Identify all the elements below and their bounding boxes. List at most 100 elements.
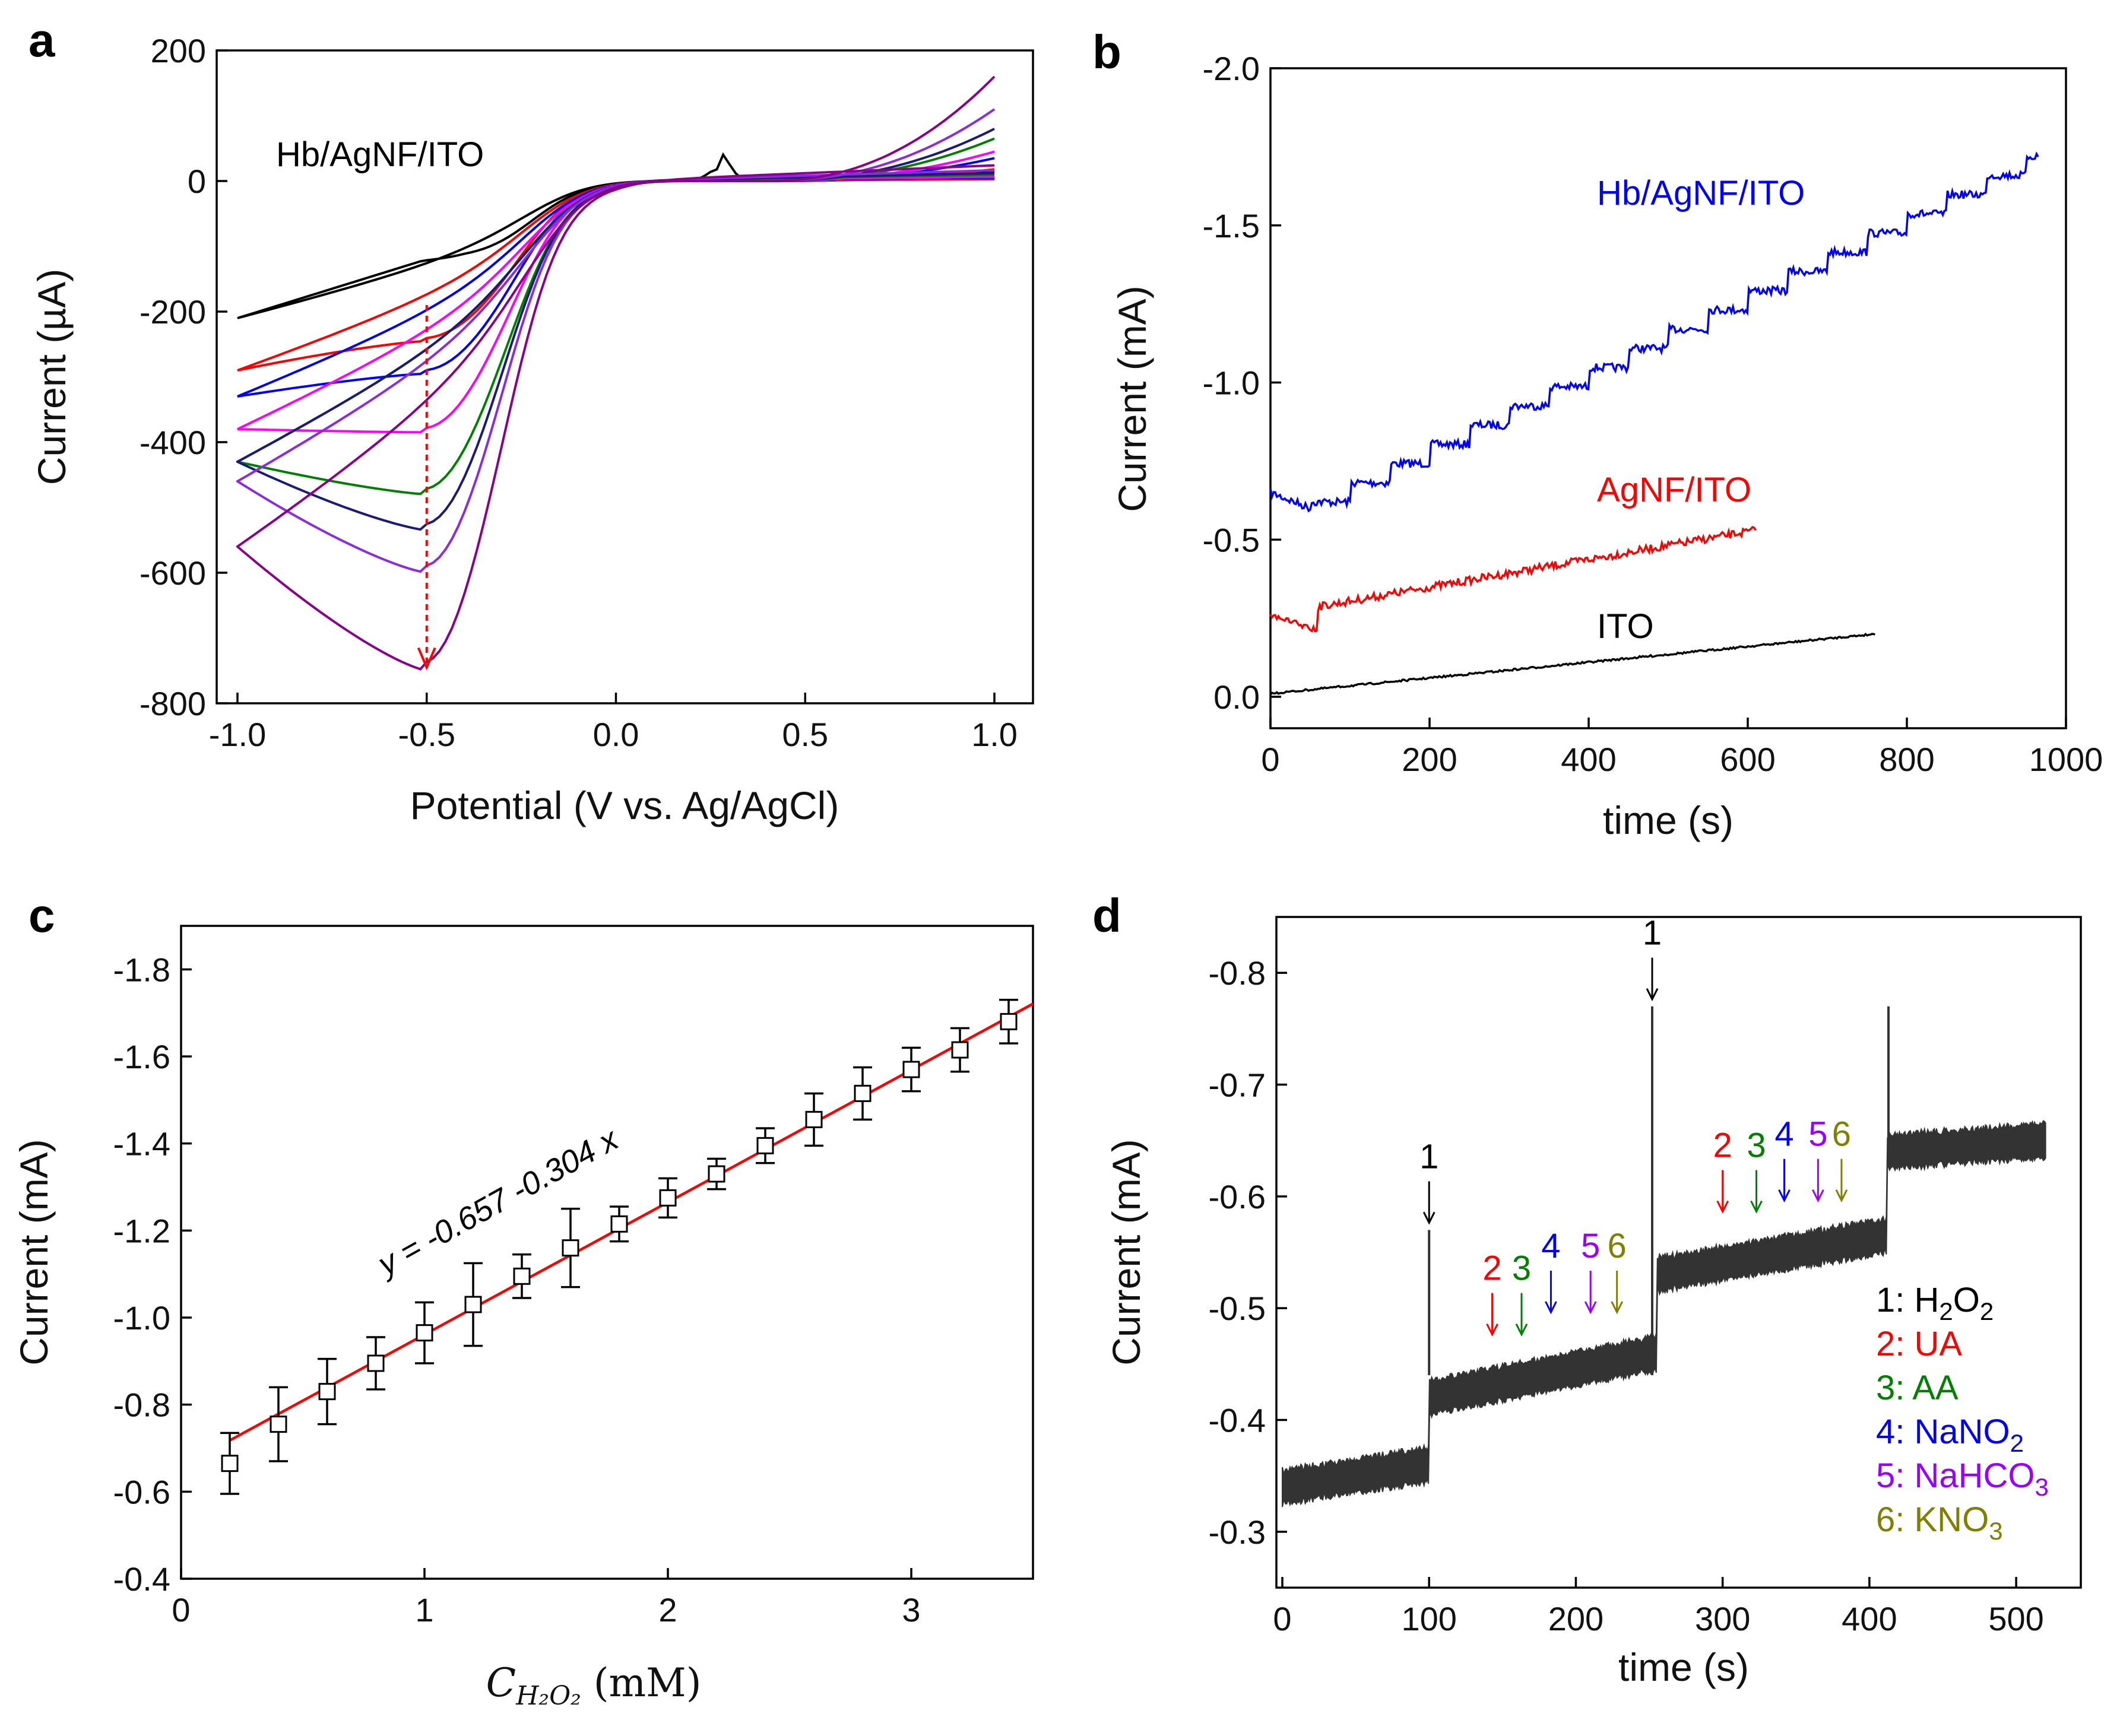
panel-a-ytick-label: -800 <box>140 685 206 722</box>
data-point <box>756 1137 774 1154</box>
amperometric-curve-0 <box>1269 151 2039 513</box>
legend-text: O <box>1953 1281 1980 1319</box>
cv-curve-0 <box>237 168 995 372</box>
panel-b-xtick-label: 200 <box>1402 741 1457 778</box>
amperometric-curve-2 <box>1269 632 1875 696</box>
panel-a-xtick-label: 0.5 <box>782 716 828 753</box>
injection-arrowhead <box>1716 1200 1729 1214</box>
panel-c-ytick-label: -0.4 <box>113 1560 171 1598</box>
data-point <box>270 1416 287 1433</box>
panel-a-ytick-label: 200 <box>151 32 206 69</box>
panel-a-ytick-label: -200 <box>140 293 206 331</box>
legend-entry: 2: UA <box>1876 1325 1962 1363</box>
panel-c-ytick-label: -0.6 <box>113 1473 171 1510</box>
injection-label: 4 <box>1541 1227 1560 1265</box>
panel-c-ytick-label: -1.8 <box>113 951 171 988</box>
injection-label: 6 <box>1832 1115 1851 1154</box>
trend-arrow-head <box>417 647 436 671</box>
legend-number: 3: <box>1876 1369 1912 1407</box>
panel-c-xtick-label: 2 <box>658 1591 677 1629</box>
data-point <box>854 1084 872 1102</box>
panel-d-ytick-label: -0.6 <box>1209 1178 1266 1215</box>
data-point <box>902 1061 920 1078</box>
panel-a-ylabel: Current (µA) <box>30 269 74 485</box>
panel-a-xtick-label: -1.0 <box>209 716 267 753</box>
injection-arrowhead <box>1835 1189 1848 1203</box>
panel-c-xlabel: CH₂O₂ (mM) <box>486 1660 702 1711</box>
legend-entry: 5: NaHCO3 <box>1876 1456 2049 1501</box>
legend-sub: 2 <box>2010 1429 2024 1457</box>
panel-a-annotation: Hb/AgNF/ITO <box>276 135 484 174</box>
legend-text: H <box>1915 1281 1940 1319</box>
panel-d-xtick-label: 500 <box>1988 1600 2043 1637</box>
injection-arrowhead <box>1812 1189 1824 1203</box>
panel-a-frame <box>216 49 1034 704</box>
data-point <box>464 1296 482 1313</box>
injection-label: 2 <box>1713 1126 1732 1165</box>
panel-a-ytick-label: 0 <box>188 163 206 200</box>
data-point <box>610 1215 628 1233</box>
panel-c-xtick-label: 1 <box>415 1591 433 1629</box>
data-point <box>367 1354 385 1372</box>
panel-d-xtick-label: 200 <box>1548 1600 1604 1637</box>
injection-arrowhead <box>1584 1301 1597 1315</box>
legend-text: NaHCO <box>1915 1456 2035 1495</box>
panel-a-xtick-label: -0.5 <box>398 716 456 753</box>
panel-a-xlabel: Potential (V vs. Ag/AgCl) <box>410 783 839 827</box>
panel-label-a: a <box>28 14 55 66</box>
panel-c-xlabel-var: C <box>486 1660 516 1706</box>
panel-b-xlabel: time (s) <box>1603 798 1734 842</box>
injection-label: 2 <box>1482 1249 1501 1288</box>
panel-c-ytick-label: -1.0 <box>113 1299 171 1337</box>
legend-text: NaNO <box>1915 1413 2010 1451</box>
injection-label: 1 <box>1419 1137 1438 1176</box>
injection-arrowhead <box>1750 1200 1763 1214</box>
panel-d-ytick-label: -0.8 <box>1209 954 1266 992</box>
injection-label: 1 <box>1643 914 1662 953</box>
legend-number: 2: <box>1876 1325 1915 1363</box>
data-point <box>513 1267 531 1285</box>
injection-label: 3 <box>1747 1126 1766 1165</box>
cv-curve-3 <box>236 137 995 496</box>
panel-d-xlabel: time (s) <box>1618 1645 1749 1689</box>
legend-text: AA <box>1912 1369 1959 1407</box>
linear-fit-line <box>229 1002 1034 1442</box>
legend-entry: 4: NaNO2 <box>1876 1413 2024 1457</box>
panel-c-xtick-label: 3 <box>902 1591 920 1629</box>
panel-b-ytick-label: -2.0 <box>1203 50 1260 87</box>
panel-label-b: b <box>1092 26 1121 78</box>
panel-d-ylabel: Current (mA) <box>1104 1139 1148 1365</box>
legend-sub: 3 <box>1989 1517 2002 1545</box>
legend-entry: 1: H2O2 <box>1876 1281 1994 1325</box>
data-point <box>416 1324 433 1342</box>
panel-label-d: d <box>1092 889 1121 942</box>
legend-sub: 3 <box>2035 1473 2049 1501</box>
panel-b-chart: 0 200 400 600 800 1000 -2.0 -1.5 -1.0 -0.5 0.0 tim… <box>1110 50 2103 842</box>
panel-d-xtick-label: 400 <box>1842 1600 1897 1637</box>
panel-b-xtick-label: 400 <box>1561 741 1616 778</box>
panel-b-label-hb: Hb/AgNF/ITO <box>1597 174 1805 212</box>
panel-b-ylabel: Current (mA) <box>1110 285 1154 512</box>
data-point <box>221 1455 239 1472</box>
legend-number: 4: <box>1876 1413 1915 1451</box>
data-point <box>805 1110 823 1128</box>
data-point <box>1000 1013 1018 1030</box>
data-point <box>659 1189 677 1207</box>
panel-label-c: c <box>28 889 55 942</box>
legend-entry: 3: AA <box>1876 1369 1959 1407</box>
injection-label: 4 <box>1774 1115 1793 1154</box>
panel-b-label-agnf: AgNF/ITO <box>1597 471 1751 509</box>
injection-arrowhead <box>1486 1323 1498 1337</box>
panel-c-chart: 0 1 2 3 -1.8 -1.6 -1.4 -1.2 -1.0 -0.8 -0.6 -0.4 y =… <box>12 925 1034 1711</box>
panel-b-frame <box>1269 67 2067 729</box>
legend-entry: 6: KNO3 <box>1876 1500 2003 1545</box>
panel-b-ytick-label: -1.0 <box>1203 364 1260 402</box>
panel-d-ytick-label: -0.4 <box>1209 1402 1266 1439</box>
panel-b-xtick-label: 600 <box>1720 741 1775 778</box>
injection-arrowhead <box>1515 1323 1528 1337</box>
panel-d-xtick-label: 0 <box>1273 1600 1291 1637</box>
panel-c-ytick-label: -0.8 <box>113 1386 171 1424</box>
panel-a-xtick-label: 1.0 <box>971 716 1018 753</box>
legend-sub: 2 <box>1939 1297 1953 1325</box>
